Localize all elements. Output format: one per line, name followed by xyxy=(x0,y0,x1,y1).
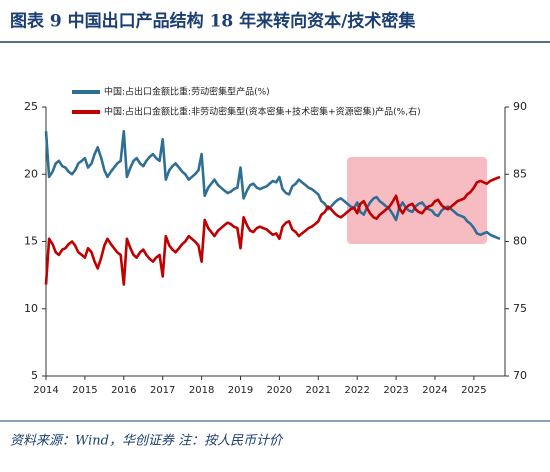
series-line xyxy=(44,175,501,286)
x-tick-label: 2021 xyxy=(306,385,331,396)
series-line xyxy=(44,129,501,241)
y-tick-label: 5 xyxy=(31,369,38,382)
y2-tick-label: 85 xyxy=(513,167,527,180)
x-tick-label: 2019 xyxy=(228,385,253,396)
highlight-box xyxy=(347,157,487,244)
y2-tick-label: 75 xyxy=(513,302,527,315)
y2-tick-label: 80 xyxy=(513,235,527,248)
x-tick-label: 2023 xyxy=(383,385,408,396)
y-tick-label: 15 xyxy=(24,235,38,248)
y-tick-label: 25 xyxy=(24,100,38,113)
x-tick-label: 2018 xyxy=(189,385,214,396)
y2-tick-label: 70 xyxy=(513,369,527,382)
legend-label: 中国:占出口金额比重:非劳动密集型(资本密集+技术密集+资源密集)产品(%,右) xyxy=(104,106,421,118)
y2-tick-label: 90 xyxy=(513,100,527,113)
x-tick-label: 2020 xyxy=(267,385,292,396)
x-tick-label: 2025 xyxy=(461,385,486,396)
x-tick-label: 2017 xyxy=(150,385,175,396)
x-tick-label: 2016 xyxy=(111,385,136,396)
chart-title: 图表 9 中国出口产品结构 18 年来转向资本/技术密集 xyxy=(10,11,416,32)
y-tick-label: 20 xyxy=(24,167,38,180)
x-tick-label: 2015 xyxy=(72,385,97,396)
x-tick-label: 2024 xyxy=(422,385,447,396)
source-note: 资料来源：Wind，华创证券 注：按人民币计价 xyxy=(10,434,284,449)
legend-label: 中国:占出口金额比重:劳动密集型产品(%) xyxy=(104,86,270,98)
x-tick-label: 2014 xyxy=(33,385,58,396)
y-tick-label: 10 xyxy=(24,302,38,315)
x-tick-label: 2022 xyxy=(344,385,369,396)
